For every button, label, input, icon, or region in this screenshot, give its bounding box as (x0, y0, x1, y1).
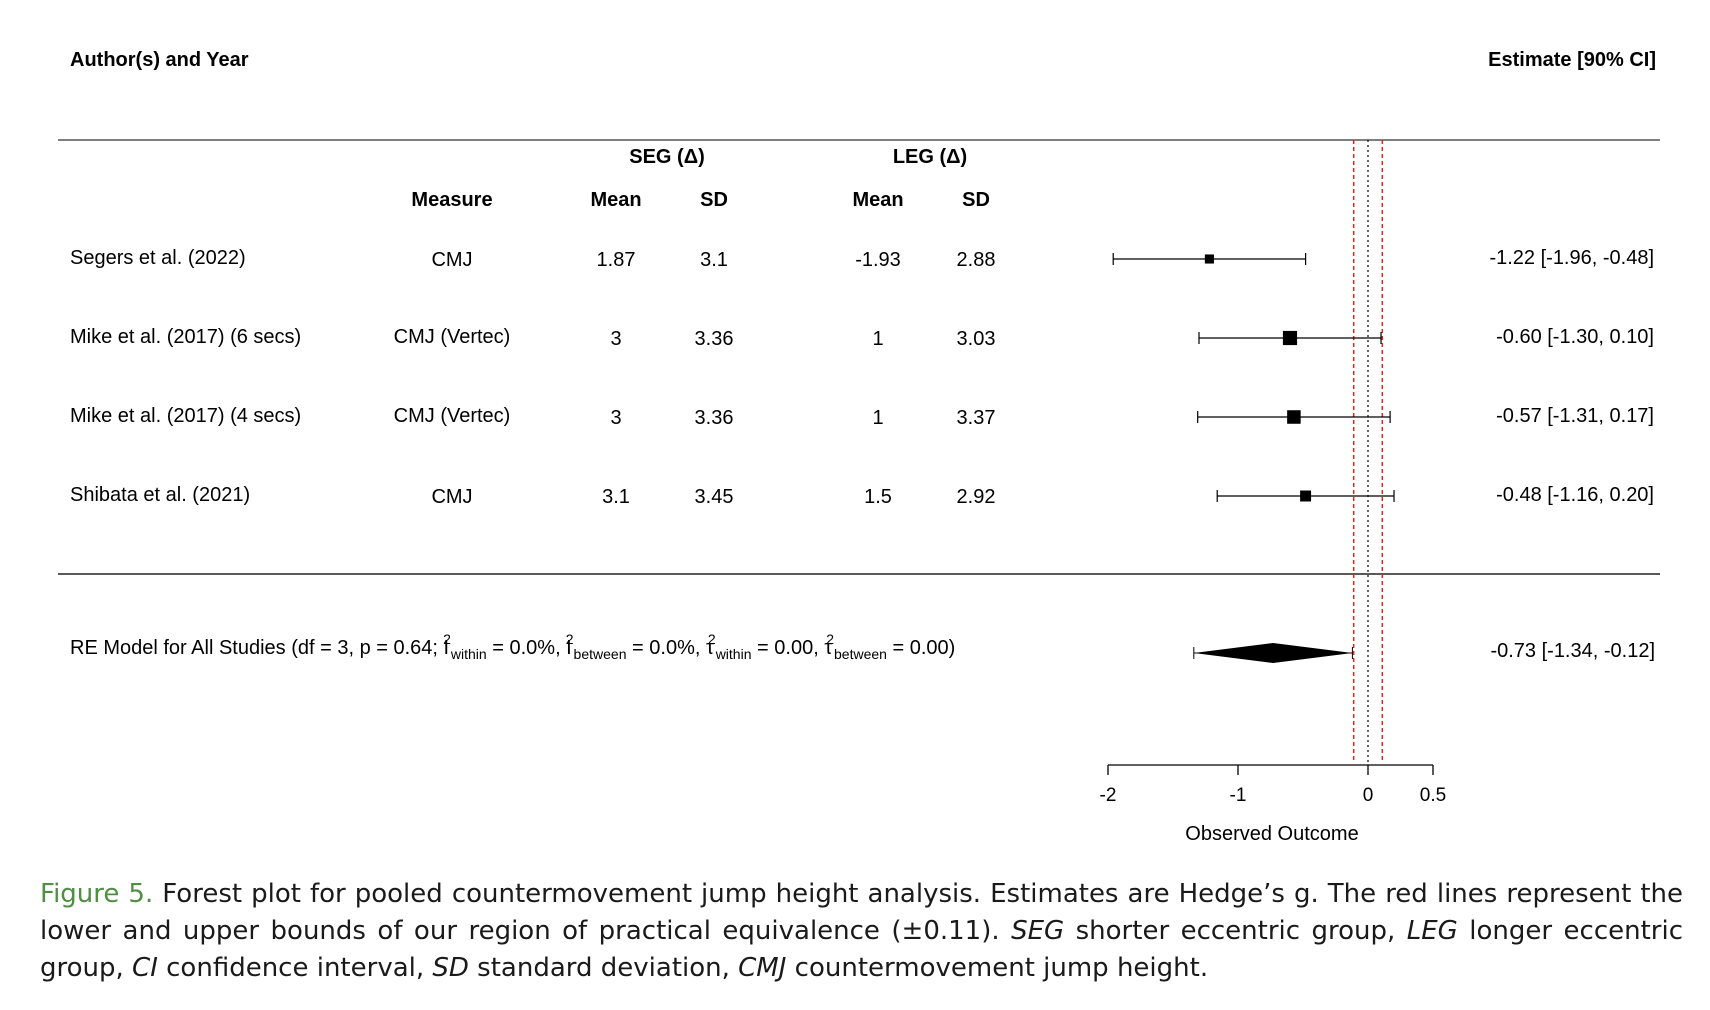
forest-plot: -2 -1 0 0.5 (58, 139, 1660, 806)
seg-sd-value: 3.1 (700, 249, 728, 271)
author-column-header: Author(s) and Year (70, 49, 249, 71)
study-ci-text: -0.60 [-1.30, 0.10] (1496, 326, 1654, 348)
study-estimate-square (1300, 490, 1312, 502)
re-model-label: RE Model for All Studies (df = 3, p = 0.… (70, 631, 956, 662)
leg-group-header: LEG (Δ) (892, 146, 968, 168)
leg-mean-value: 1 (872, 407, 884, 429)
study-author: Shibata et al. (2021) (70, 484, 251, 506)
seg-mean-value: 1.87 (596, 249, 636, 271)
measure-column-header: Measure (411, 189, 493, 211)
study-ci-text: -1.22 [-1.96, -0.48] (1489, 247, 1654, 269)
study-measure: CMJ (431, 249, 473, 271)
seg-mean-value: 3 (610, 407, 622, 429)
study-author: Segers et al. (2022) (70, 247, 246, 269)
re-model-ci-text: -0.73 [-1.34, -0.12] (1490, 640, 1655, 662)
seg-sd-value: 3.36 (694, 328, 734, 350)
study-ci-text: -0.57 [-1.31, 0.17] (1496, 405, 1654, 427)
leg-sd-value: 3.37 (956, 407, 996, 429)
leg-sd-value: 2.92 (956, 486, 996, 508)
x-tick-label: 0 (1363, 785, 1374, 806)
seg-sd-value: 3.36 (694, 407, 734, 429)
seg-mean-value: 3 (610, 328, 622, 350)
estimate-column-header: Estimate [90% CI] (1488, 49, 1656, 71)
seg-group-header: SEG (Δ) (629, 146, 705, 168)
seg-mean-value: 3.1 (602, 486, 630, 508)
study-measure: CMJ (431, 486, 473, 508)
x-tick-label: -2 (1100, 785, 1117, 806)
figure-caption: Figure 5. Forest plot for pooled counter… (40, 879, 1683, 983)
seg-mean-header: Mean (590, 189, 642, 211)
study-author: Mike et al. (2017) (6 secs) (70, 326, 302, 348)
leg-mean-value: 1.5 (864, 486, 892, 508)
study-estimate-square (1282, 330, 1298, 346)
pooled-estimate-diamond (1193, 643, 1353, 663)
x-axis-label: Observed Outcome (1185, 823, 1359, 845)
leg-mean-value: 1 (872, 328, 884, 350)
study-author: Mike et al. (2017) (4 secs) (70, 405, 302, 427)
leg-sd-value: 3.03 (956, 328, 996, 350)
study-ci-text: -0.48 [-1.16, 0.20] (1496, 484, 1654, 506)
seg-sd-header: SD (700, 189, 728, 211)
seg-sd-value: 3.45 (694, 486, 734, 508)
x-tick-label: -1 (1230, 785, 1247, 806)
study-measure: CMJ (Vertec) (393, 405, 511, 427)
study-estimate-square (1204, 254, 1214, 264)
study-measure: CMJ (Vertec) (393, 326, 511, 348)
leg-sd-header: SD (962, 189, 990, 211)
x-tick-label: 0.5 (1420, 785, 1446, 806)
leg-mean-header: Mean (852, 189, 904, 211)
leg-mean-value: -1.93 (855, 249, 901, 271)
leg-sd-value: 2.88 (956, 249, 996, 271)
study-estimate-square (1287, 410, 1301, 424)
